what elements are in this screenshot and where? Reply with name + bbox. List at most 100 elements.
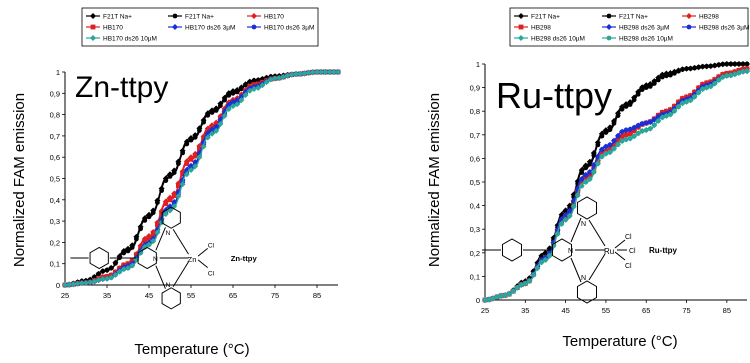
data-point [180,171,185,176]
data-point [255,84,262,91]
cl-bond [614,239,626,249]
data-point [684,99,689,105]
y-tick-label: 0,6 [470,154,480,163]
y-tick-label: 0,2 [50,238,60,247]
data-point [659,74,665,80]
data-point [284,72,291,79]
y-tick-label: 0,7 [50,132,60,141]
data-point [146,214,152,220]
y-tick-label: 0,8 [50,111,60,120]
data-point [647,126,653,132]
y-axis-label: Normalized FAM emission [11,93,28,267]
data-point [234,101,241,108]
cl-bond [197,248,208,257]
data-point [297,70,304,77]
data-point [659,114,665,120]
data-point [535,265,540,271]
y-axis-label: Normalized FAM emission [426,93,443,267]
data-point [163,201,169,207]
data-point [627,136,633,141]
data-point [247,79,253,85]
data-point [732,61,738,67]
data-point [234,89,240,95]
data-point [599,154,605,160]
x-tick-label: 85 [313,291,321,300]
y-tick-label: 0,1 [470,272,480,281]
data-point [643,127,649,133]
data-point [134,236,139,242]
legend-label: HB170 [264,14,284,21]
legend-frame [509,7,749,47]
x-tick-label: 85 [723,306,731,315]
data-point [242,92,249,99]
bipyridyl-bond [570,217,582,243]
data-point [700,64,706,70]
data-point [716,62,722,68]
legend-label: F21T Na+ [103,14,132,21]
y-tick-label: 0,3 [470,225,480,234]
data-point [482,297,488,303]
data-point [583,179,589,185]
bipyridyl-bond [570,257,582,283]
zn-ttpy-chart: F21T Na+ F21T Na+ HB170 HB170 HB170 ds26 3µM… [11,7,341,358]
data-point [125,248,131,254]
data-point [631,125,637,130]
legend: F21T Na+ F21T Na+ HB170 HB170 HB170 ds26 3µM… [81,7,319,47]
legend-label: HB298 ds26 10µM [531,36,585,43]
data-point [209,110,215,115]
y-tick-label: 0,4 [470,202,480,211]
data-point [184,161,190,166]
data-point [668,112,673,117]
data-point [595,154,601,159]
series-teal [62,69,341,288]
data-point [171,193,177,198]
data-point [563,212,569,218]
data-point [732,71,738,77]
data-point [99,276,106,283]
data-point [603,130,609,135]
legend-marker [606,35,612,41]
data-point [611,146,617,152]
y-tick-label: 0,9 [470,84,480,93]
data-point [87,279,94,286]
y-tick-label: 0,3 [50,217,60,226]
data-point [171,170,177,176]
structure-diagram: N N N Ru Cl Cl Cl Ru-ttpy [482,196,678,304]
data-point [293,71,299,78]
data-point [672,70,677,76]
legend: F21T Na+ F21T Na+ HB298 HB298 HB298 ds26 3µM… [509,7,749,47]
tolyl-ring [501,238,523,262]
data-point [716,77,722,83]
data-point [563,217,569,223]
central-pyridine-ring [551,238,573,262]
data-point [167,173,173,179]
legend-label: F21T Na+ [531,14,560,21]
data-point [643,120,649,126]
data-point [301,70,308,77]
data-point [494,294,500,300]
data-point [183,171,190,178]
data-point [712,63,718,68]
data-point [684,66,689,72]
data-point [188,156,194,162]
data-point [547,253,552,259]
x-tick-label: 25 [61,291,69,300]
data-point [530,272,536,278]
data-point [712,81,718,86]
data-point [583,165,589,171]
data-point [196,154,203,161]
data-point [672,108,677,114]
data-point [607,127,613,133]
data-point [510,288,516,294]
legend-frame [81,7,319,47]
data-point [218,103,223,109]
data-point [213,108,219,113]
data-point [96,271,101,277]
cl-atom-label: Cl [625,263,632,270]
legend-marker [686,13,692,19]
data-point [692,65,697,71]
x-tick-label: 45 [145,291,153,300]
x-tick-label: 25 [481,306,489,315]
data-point [163,178,169,183]
data-point [692,94,697,100]
